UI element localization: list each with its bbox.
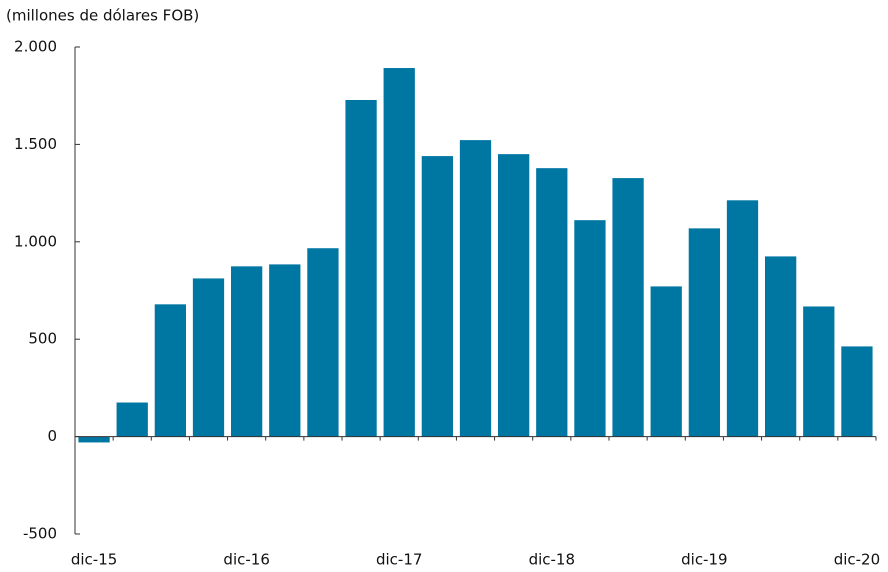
bar bbox=[574, 220, 606, 437]
x-tick-label: dic-17 bbox=[376, 551, 422, 569]
bar bbox=[383, 68, 415, 437]
bar bbox=[154, 304, 186, 437]
y-tick-label: 500 bbox=[28, 330, 57, 348]
bar bbox=[765, 256, 797, 437]
bar bbox=[421, 156, 453, 437]
bar bbox=[459, 140, 492, 437]
bar bbox=[841, 346, 873, 437]
bar bbox=[231, 266, 263, 437]
bar bbox=[192, 278, 225, 437]
y-tick-label: 0 bbox=[47, 427, 57, 445]
y-tick-label: 1.500 bbox=[14, 135, 57, 153]
bar bbox=[612, 178, 644, 437]
bar bbox=[803, 306, 835, 437]
bar bbox=[269, 264, 301, 437]
chart-subtitle: (millones de dólares FOB) bbox=[6, 7, 199, 25]
bar bbox=[345, 99, 377, 437]
bar bbox=[307, 248, 339, 437]
y-tick-label: 2.000 bbox=[14, 38, 57, 56]
bar bbox=[726, 200, 759, 437]
x-tick-label: dic-20 bbox=[834, 551, 880, 569]
x-tick-label: dic-19 bbox=[681, 551, 727, 569]
bar bbox=[650, 286, 682, 437]
bar bbox=[498, 154, 530, 437]
bar bbox=[536, 168, 568, 437]
y-tick-label: -500 bbox=[23, 525, 57, 543]
x-tick-label: dic-16 bbox=[223, 551, 269, 569]
bar bbox=[116, 402, 148, 437]
x-tick-label: dic-15 bbox=[71, 551, 117, 569]
x-tick-label: dic-18 bbox=[529, 551, 575, 569]
bar bbox=[688, 228, 720, 437]
bar bbox=[78, 436, 110, 443]
y-tick-label: 1.000 bbox=[14, 232, 57, 250]
